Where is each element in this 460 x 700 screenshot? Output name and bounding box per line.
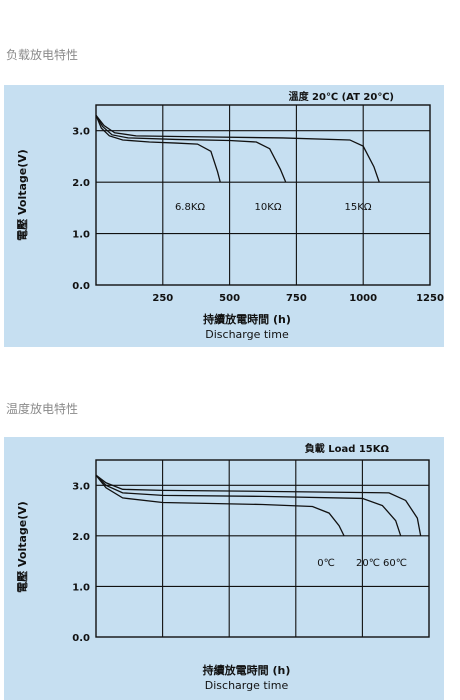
series-line <box>95 114 287 183</box>
y-tick-label: 0.0 <box>72 281 90 292</box>
heading-load-discharge: 负载放电特性 <box>6 48 79 62</box>
y-tick-label: 0.0 <box>72 633 90 644</box>
x-tick-label: 500 <box>219 293 240 304</box>
y-tick-label: 2.0 <box>72 532 90 543</box>
x-tick-label: 250 <box>152 293 173 304</box>
y-tick-label: 1.0 <box>72 582 90 593</box>
x-tick-label: 1250 <box>416 293 444 304</box>
chart-annotation: 溫度 20℃ (AT 20℃) <box>289 90 394 103</box>
x-tick-label: 1000 <box>349 293 377 304</box>
x-tick-label: 750 <box>286 293 307 304</box>
chart-panel-load: 0.0 1.0 2.0 3.0 250 500 750 1000 1250 6.8KΩ 10KΩ 15… <box>4 85 444 347</box>
series-label: 10KΩ <box>255 202 282 213</box>
temperature-discharge-chart: 0.0 1.0 2.0 3.0 0℃ 20℃ 60℃ 負載 Load 15KΩ 持續放電時間 (… <box>16 442 430 692</box>
x-axis-label-en: Discharge time <box>205 679 289 692</box>
series-line <box>95 474 422 536</box>
series-label: 15KΩ <box>345 202 372 213</box>
x-axis-label-en: Discharge time <box>205 328 289 341</box>
y-tick-label: 2.0 <box>72 178 90 189</box>
plot-area <box>95 104 431 286</box>
series-line <box>95 114 380 183</box>
load-discharge-chart: 0.0 1.0 2.0 3.0 250 500 750 1000 1250 6.8KΩ 10KΩ 15… <box>16 90 444 341</box>
series-label: 20℃ <box>356 558 380 569</box>
y-axis-label: 電壓 Voltage(V) <box>16 501 29 593</box>
y-tick-label: 3.0 <box>72 127 90 138</box>
series-label: 6.8KΩ <box>175 202 205 213</box>
y-axis-label: 電壓 Voltage(V) <box>16 149 29 241</box>
plot-area <box>95 459 430 638</box>
y-tick-label: 1.0 <box>72 230 90 241</box>
chart-panel-temperature: 0.0 1.0 2.0 3.0 0℃ 20℃ 60℃ 負載 Load 15KΩ 持續放電時間 (… <box>4 437 444 700</box>
series-line <box>95 115 221 183</box>
series-line <box>95 474 402 537</box>
series-label: 60℃ <box>383 558 407 569</box>
series-line <box>95 474 345 537</box>
y-tick-label: 3.0 <box>72 481 90 492</box>
chart-annotation: 負載 Load 15KΩ <box>305 442 390 455</box>
series-label: 0℃ <box>317 558 335 569</box>
x-axis-label-zh: 持續放電時間 (h) <box>203 312 291 326</box>
x-axis-label-zh: 持續放電時間 (h) <box>203 663 291 677</box>
heading-temperature-discharge: 温度放电特性 <box>6 402 79 416</box>
